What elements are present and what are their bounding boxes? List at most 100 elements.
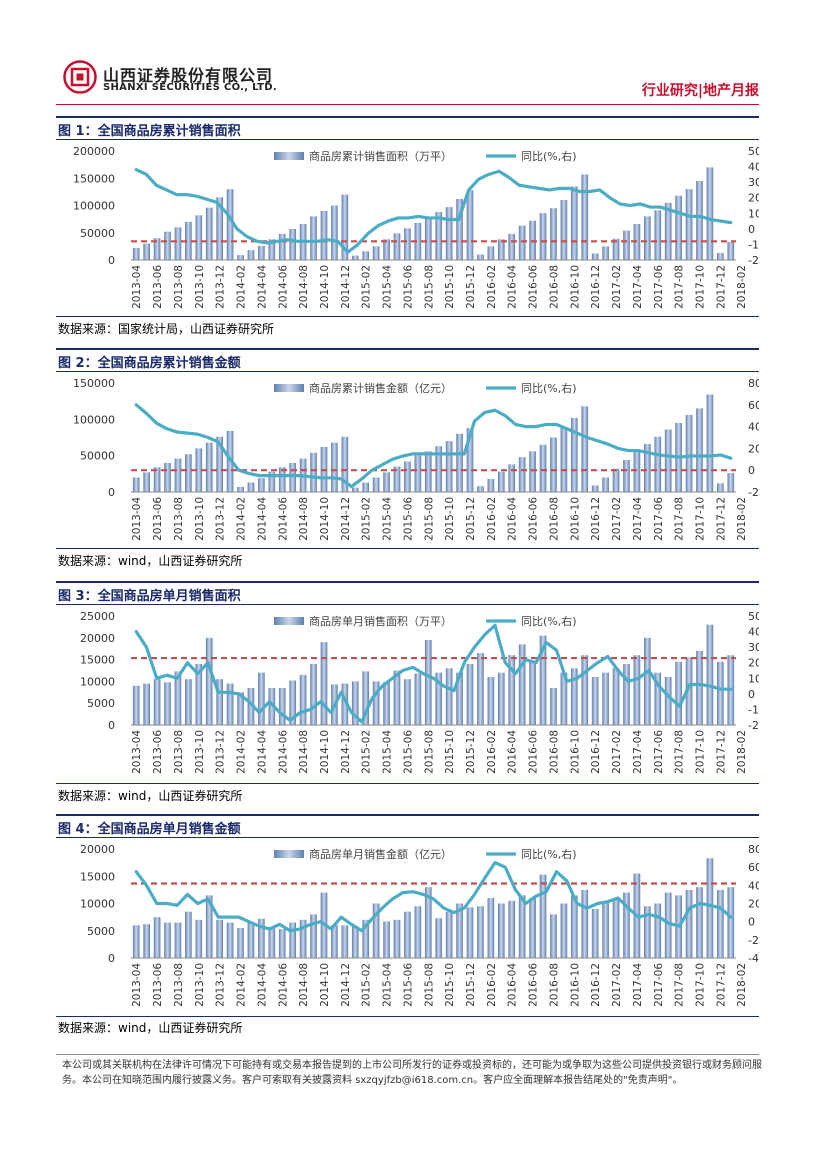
bar [226,922,234,958]
bar [258,245,265,260]
x-tick-label: 2014-10 [319,963,331,1007]
x-tick-label: 2014-02 [236,265,248,309]
x-tick-label: 2016-12 [590,730,602,774]
bar [268,928,276,958]
x-tick-label: 2016-10 [569,963,581,1007]
bar [372,903,380,958]
y-right-tick-label: 50 [748,610,759,623]
bar [581,889,589,959]
x-tick-label: 2013-12 [215,265,227,309]
y-left-tick-label: 100000 [73,200,115,213]
y-left-tick-label: 0 [108,486,115,499]
x-tick-label: 2014-08 [298,730,310,774]
y-right-tick-label: 80 [748,377,759,390]
bar [727,887,735,958]
figure-4-top-rule [56,814,759,816]
bar [331,925,338,958]
y-left-tick-label: 100000 [73,413,115,426]
bar [717,661,724,725]
bar [706,624,714,725]
y-right-tick-label: -10 [748,703,759,716]
legend-bar-swatch [274,617,304,625]
bar [143,243,150,260]
y-left-tick-label: 10000 [80,675,115,688]
x-tick-label: 2013-06 [152,963,164,1007]
x-tick-label: 2018-02 [736,265,748,309]
bar [372,246,380,261]
bar [351,487,359,492]
x-tick-label: 2013-08 [173,730,185,774]
x-tick-label: 2013-10 [194,963,206,1007]
x-tick-label: 2018-02 [736,730,748,774]
x-tick-label: 2013-04 [131,265,143,309]
x-tick-label: 2016-12 [590,497,602,541]
report-type: 行业研究|地产月报 [641,83,759,99]
bar [362,919,370,958]
y-right-tick-label: 80 [748,843,759,856]
legend-bar-label: 商品房单月销售金额（亿元） [309,847,452,861]
bar [435,446,443,492]
y-left-tick-label: 25000 [80,610,115,623]
figure-1-top-rule [56,116,759,118]
x-tick-label: 2017-04 [632,730,644,774]
bar [466,428,474,492]
x-tick-label: 2016-04 [507,963,519,1007]
bar [717,889,724,959]
figure-4-chart: 0 5000 10000 15000 20000 -40 -20 0 20 40 60 80 2013-… [56,839,759,1015]
y-right-tick-label: -20 [748,719,759,732]
bar [706,394,714,492]
bar [675,195,682,260]
x-tick-label: 2015-08 [423,497,435,541]
x-tick-label: 2015-08 [423,730,435,774]
bar [529,661,536,725]
bar [341,436,349,492]
x-tick-label: 2017-10 [695,265,707,309]
bar [623,663,630,725]
bar [424,217,432,260]
bar [591,253,599,260]
legend-line-label: 同比(%,右) [521,847,577,861]
bar [623,460,630,492]
x-tick-label: 2016-06 [528,730,540,774]
bar [310,914,317,958]
bar [727,242,735,260]
y-left-tick-label: 150000 [73,377,115,390]
bar [164,682,171,725]
x-tick-label: 2017-02 [611,265,623,309]
figure-4-title-rule [56,837,759,838]
bar [518,644,526,725]
bar [424,639,432,725]
bar [591,485,599,492]
bar [581,655,589,725]
bar [445,911,453,958]
bar [456,198,463,260]
x-tick-label: 2013-08 [173,963,185,1007]
company-name-cn: 山西证券股份有限公司 [103,66,274,85]
y-right-tick-label: 20 [748,192,759,205]
bar [153,238,161,260]
x-tick-label: 2016-08 [549,497,561,541]
y-right-tick-label: 0 [748,688,755,701]
bar [518,457,526,492]
bar [268,239,276,260]
bar [581,406,589,492]
bar [393,919,401,958]
x-tick-label: 2017-06 [653,265,665,309]
bar [644,637,651,725]
x-tick-label: 2016-04 [507,730,519,774]
y-right-tick-label: 40 [748,879,759,892]
bar [331,442,338,492]
bar [404,679,411,725]
bar [539,874,547,958]
bar [195,215,203,260]
bar [497,903,505,958]
bar [205,442,213,492]
x-tick-label: 2013-06 [152,730,164,774]
bar [174,922,182,958]
bar [570,417,578,492]
y-left-tick-label: 200000 [73,145,115,158]
figure-2-top-rule [56,348,759,350]
y-left-tick-label: 10000 [80,898,115,911]
figure-4-bottom-rule [56,1016,759,1017]
bar [132,477,140,492]
